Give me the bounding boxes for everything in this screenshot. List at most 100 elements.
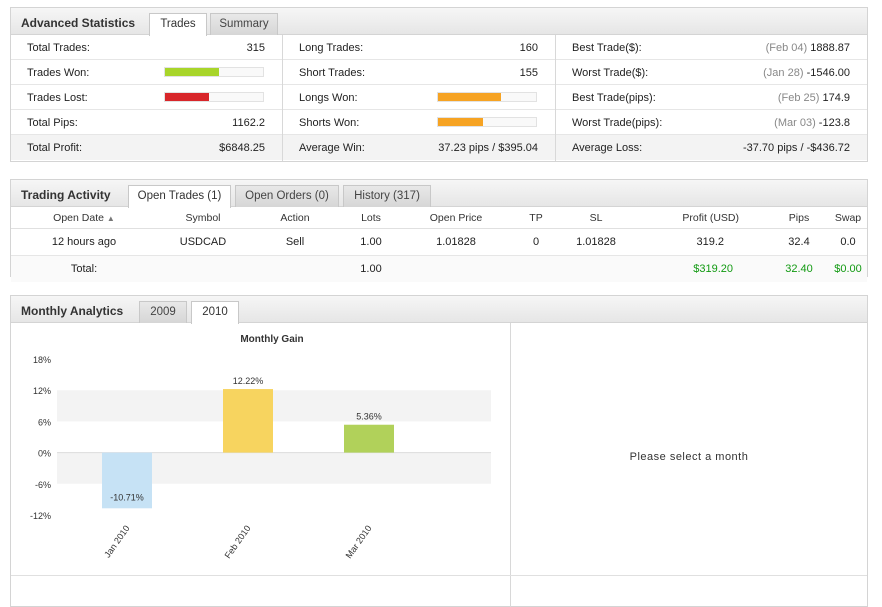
y-tick-label: 0% — [38, 449, 51, 459]
total-label: Total: — [11, 255, 157, 282]
stat-label: Short Trades: — [299, 67, 366, 79]
divider — [11, 575, 867, 576]
stat-label: Best Trade($): — [572, 42, 642, 54]
stat-row-worst-trade-usd: Worst Trade($): (Jan 28) -1546.00 — [556, 60, 867, 85]
tab-history[interactable]: History (317) — [343, 185, 431, 207]
stat-label: Average Win: — [299, 142, 365, 154]
tab-year-2010[interactable]: 2010 — [191, 301, 239, 324]
stat-value: (Jan 28) -1546.00 — [763, 67, 850, 79]
column-header-tp[interactable]: TP — [511, 207, 561, 229]
x-tick-label: Mar 2010 — [344, 523, 374, 560]
total-swap: $0.00 — [829, 255, 867, 282]
stat-value: 160 — [519, 42, 538, 54]
column-header-sl[interactable]: SL — [561, 207, 631, 229]
longs-won-bar-fill — [438, 93, 501, 101]
total-empty — [157, 255, 249, 282]
trades-lost-bar-fill — [165, 93, 210, 101]
tab-open-orders[interactable]: Open Orders (0) — [235, 185, 339, 207]
longs-won-bar — [437, 92, 537, 102]
stat-row-best-trade-usd: Best Trade($): (Feb 04) 1888.87 — [556, 35, 867, 60]
cell-open-price: 1.01828 — [401, 228, 511, 256]
monthly-analytics-header: Monthly Analytics 2009 2010 — [11, 296, 867, 324]
chart-title: Monthly Gain — [240, 334, 303, 345]
total-lots: 1.00 — [341, 255, 401, 282]
stat-amount: -123.8 — [818, 117, 850, 129]
column-header-pips[interactable]: Pips — [769, 207, 829, 229]
stat-row-total-trades: Total Trades: 315 — [11, 35, 282, 60]
stat-row-average-loss: Average Loss: -37.70 pips / -$436.72 — [556, 135, 867, 160]
grid-band — [57, 390, 491, 422]
column-header-lots[interactable]: Lots — [341, 207, 401, 229]
total-empty — [249, 255, 341, 282]
monthly-analytics-panel: Monthly Analytics 2009 2010 Monthly Gain… — [10, 295, 868, 607]
table-row[interactable]: 12 hours ago USDCAD Sell 1.00 1.01828 0 … — [11, 228, 867, 256]
bar-value-label: -10.71% — [110, 492, 144, 502]
total-pips: 32.40 — [769, 255, 829, 282]
trades-won-bar-fill — [165, 68, 219, 76]
total-empty — [401, 255, 511, 282]
column-header-open-date[interactable]: Open Date ▲ — [11, 207, 157, 229]
tab-summary[interactable]: Summary — [210, 13, 278, 35]
stat-label: Average Loss: — [572, 142, 643, 154]
stat-date: (Feb 04) — [765, 42, 808, 54]
tab-trades[interactable]: Trades — [149, 13, 207, 36]
stat-label: Worst Trade($): — [572, 67, 649, 79]
stats-column-2: Long Trades: 160 Short Trades: 155 Longs… — [283, 35, 556, 161]
column-header-open-price[interactable]: Open Price — [401, 207, 511, 229]
monthly-gain-chart-area: Monthly Gain 18% 12% 6% 0% -6% -12% -10.71% Jan … — [11, 323, 511, 607]
cell-action: Sell — [249, 228, 341, 256]
column-header-symbol[interactable]: Symbol — [157, 207, 249, 229]
stat-amount: 1888.87 — [810, 42, 850, 54]
y-tick-label: 18% — [33, 355, 51, 365]
stat-value: $6848.25 — [219, 142, 265, 154]
stat-row-total-profit: Total Profit: $6848.25 — [11, 135, 282, 160]
select-month-message: Please select a month — [629, 451, 749, 463]
stat-row-trades-won: Trades Won: — [11, 60, 282, 85]
trades-won-bar — [164, 67, 264, 77]
column-header-profit[interactable]: Profit (USD) — [631, 207, 769, 229]
stat-value: (Mar 03) -123.8 — [774, 117, 850, 129]
trading-activity-header: Trading Activity Open Trades (1) Open Or… — [11, 180, 867, 208]
total-empty — [561, 255, 631, 282]
tab-open-trades[interactable]: Open Trades (1) — [128, 185, 231, 208]
monthly-gain-chart: Monthly Gain 18% 12% 6% 0% -6% -12% -10.71% Jan … — [30, 334, 491, 560]
stat-row-worst-trade-pips: Worst Trade(pips): (Mar 03) -123.8 — [556, 110, 867, 135]
stat-value: 37.23 pips / $395.04 — [438, 142, 538, 154]
stat-date: (Feb 25) — [777, 92, 820, 104]
table-header-row: Open Date ▲ Symbol Action Lots Open Pric… — [11, 207, 867, 229]
trading-activity-title: Trading Activity — [21, 188, 111, 202]
stat-row-trades-lost: Trades Lost: — [11, 85, 282, 110]
stat-value: 1162.2 — [232, 117, 265, 129]
column-header-action[interactable]: Action — [249, 207, 341, 229]
stat-date: (Jan 28) — [763, 67, 804, 79]
cell-open-date: 12 hours ago — [11, 228, 157, 256]
month-detail-area: Please select a month — [511, 323, 867, 607]
advanced-statistics-panel: Advanced Statistics Trades Summary Total… — [10, 7, 868, 162]
stat-row-shorts-won: Shorts Won: — [283, 110, 555, 135]
trades-lost-bar — [164, 92, 264, 102]
bar-value-label: 12.22% — [233, 376, 264, 386]
stat-value: -37.70 pips / -$436.72 — [742, 142, 850, 154]
stat-amount: -1546.00 — [806, 67, 850, 79]
cell-profit: 319.2 — [631, 228, 769, 256]
trading-activity-panel: Trading Activity Open Trades (1) Open Or… — [10, 179, 868, 282]
column-header-swap[interactable]: Swap — [829, 207, 867, 229]
stat-label: Long Trades: — [299, 42, 364, 54]
cell-sl: 1.01828 — [561, 228, 631, 256]
stat-date: (Mar 03) — [774, 117, 816, 129]
advanced-statistics-header: Advanced Statistics Trades Summary — [11, 8, 867, 36]
tab-year-2009[interactable]: 2009 — [139, 301, 187, 323]
total-empty — [511, 255, 561, 282]
y-tick-label: -12% — [30, 511, 51, 521]
open-trades-table: Open Date ▲ Symbol Action Lots Open Pric… — [11, 207, 867, 282]
stat-label: Total Pips: — [27, 117, 78, 129]
stat-label: Trades Won: — [27, 67, 90, 79]
stat-row-longs-won: Longs Won: — [283, 85, 555, 110]
x-tick-label: Feb 2010 — [223, 523, 253, 560]
stats-column-1: Total Trades: 315 Trades Won: Trades Los… — [11, 35, 283, 161]
stat-label: Longs Won: — [299, 92, 358, 104]
y-tick-label: 12% — [33, 386, 51, 396]
bar-value-label: 5.36% — [356, 412, 382, 422]
stats-column-3: Best Trade($): (Feb 04) 1888.87 Worst Tr… — [556, 35, 867, 161]
sort-arrow-icon: ▲ — [106, 213, 115, 223]
